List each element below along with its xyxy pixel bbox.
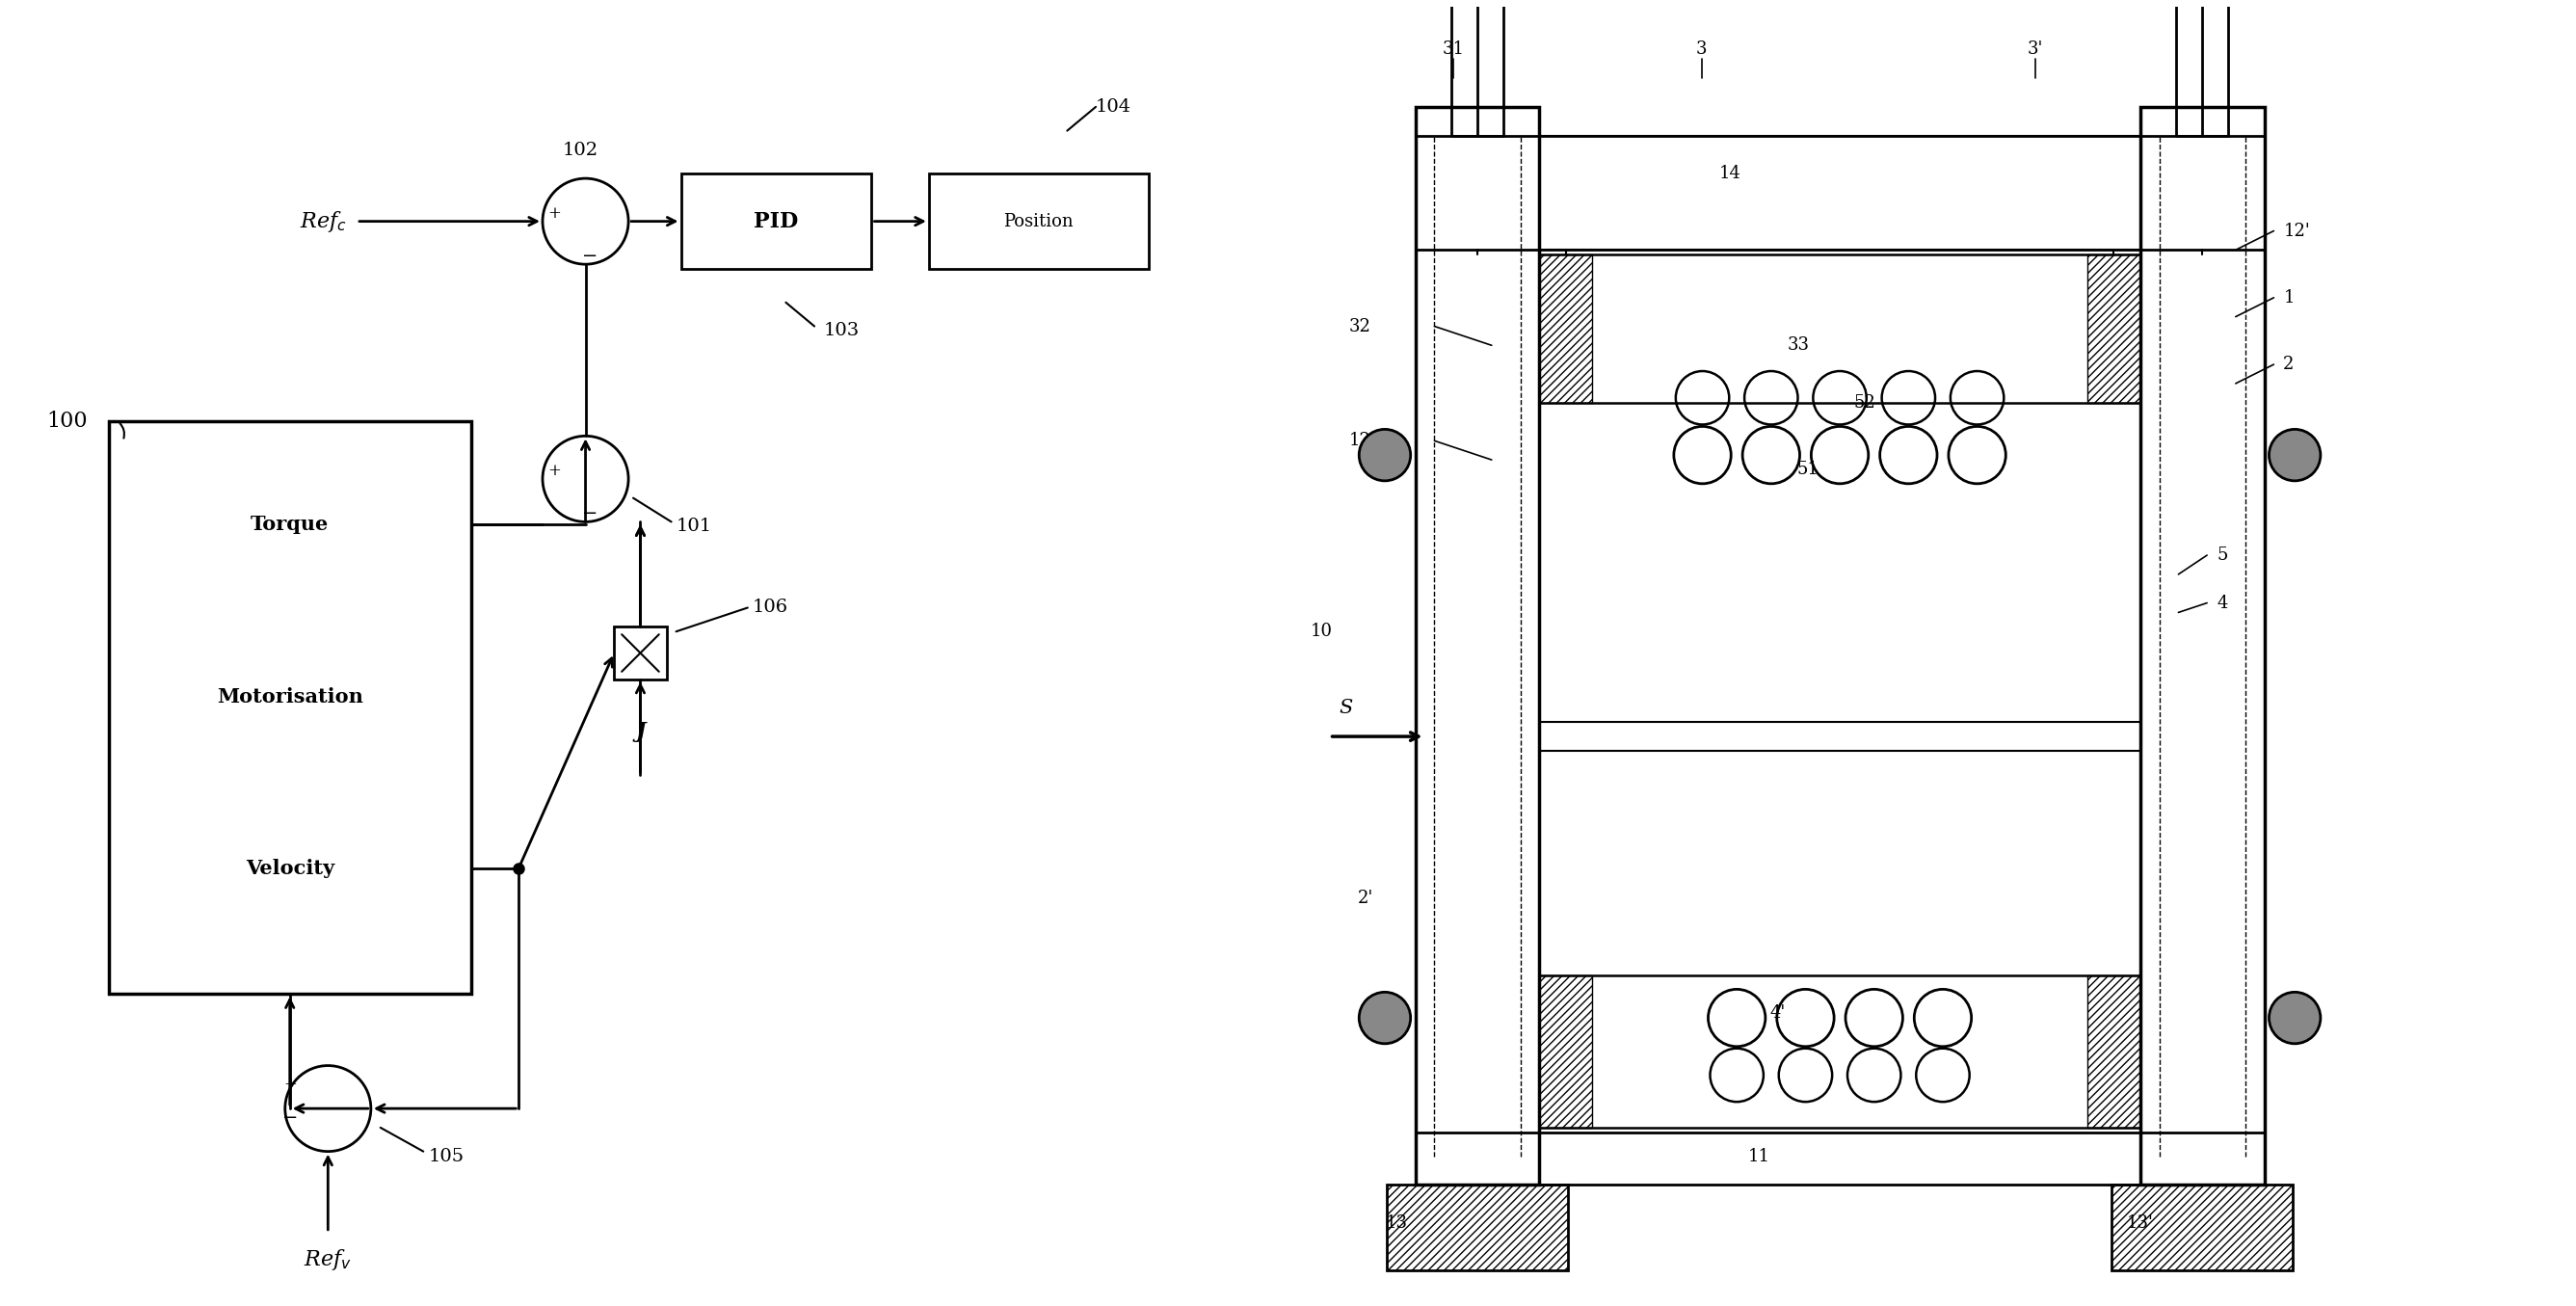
Bar	[2141, 107, 2264, 1185]
Text: 13: 13	[1386, 1215, 1406, 1232]
Bar	[1540, 255, 2141, 402]
Bar	[1414, 136, 2264, 249]
Bar	[2177, 0, 2228, 136]
Text: −: −	[582, 505, 598, 522]
Text: 2: 2	[2282, 355, 2295, 374]
Bar	[2087, 255, 2141, 402]
Bar	[1540, 976, 1592, 1127]
Text: 3: 3	[1695, 40, 1708, 59]
Text: Ref$_v$: Ref$_v$	[304, 1247, 353, 1272]
Text: 12': 12'	[2282, 222, 2311, 239]
Text: 31: 31	[1443, 40, 1466, 59]
Text: +: +	[283, 1076, 296, 1093]
Text: 2': 2'	[1358, 889, 1373, 908]
Text: 1: 1	[2282, 289, 2295, 307]
Text: Ref$_c$: Ref$_c$	[299, 209, 348, 234]
Text: 5: 5	[2215, 546, 2228, 564]
Bar	[108, 422, 471, 994]
Bar	[2087, 976, 2141, 1127]
Circle shape	[2269, 430, 2321, 481]
Text: 100: 100	[46, 411, 88, 432]
Text: 52: 52	[1855, 394, 1875, 411]
Text: 102: 102	[562, 142, 598, 159]
Text: 11: 11	[1747, 1148, 1770, 1165]
Text: S: S	[1340, 699, 1352, 717]
Text: Torque: Torque	[250, 515, 330, 534]
Text: PID: PID	[755, 210, 799, 232]
Text: 4': 4'	[1770, 1004, 1785, 1021]
Circle shape	[1360, 430, 1412, 481]
Text: 104: 104	[1095, 98, 1131, 115]
Text: 101: 101	[675, 518, 711, 535]
Bar	[1386, 1185, 1569, 1271]
Text: 10: 10	[1311, 623, 1332, 640]
Bar	[2112, 1185, 2293, 1271]
Text: −: −	[281, 1109, 299, 1127]
Bar	[1450, 0, 1504, 136]
Text: 33: 33	[1788, 337, 1808, 354]
Text: 13': 13'	[2128, 1215, 2154, 1232]
Text: 103: 103	[824, 323, 860, 340]
Bar	[1414, 107, 1540, 1185]
Text: 4: 4	[2215, 594, 2228, 611]
Text: 14: 14	[1718, 165, 1741, 183]
Text: 12: 12	[1350, 432, 1370, 449]
Text: 32: 32	[1350, 317, 1370, 334]
Circle shape	[1360, 993, 1412, 1043]
Text: 105: 105	[428, 1148, 464, 1165]
Text: J: J	[636, 721, 647, 742]
Text: Velocity: Velocity	[245, 858, 335, 878]
Text: 3': 3'	[2027, 40, 2043, 59]
Text: Position: Position	[1005, 213, 1074, 230]
Circle shape	[2269, 993, 2321, 1043]
Text: Motorisation: Motorisation	[216, 687, 363, 707]
Text: 106: 106	[752, 599, 788, 616]
Bar	[613, 627, 667, 679]
Bar	[680, 174, 871, 269]
Bar	[1414, 1132, 2264, 1185]
Text: +: +	[546, 205, 562, 222]
Bar	[930, 174, 1149, 269]
Bar	[1540, 976, 2141, 1127]
Text: −: −	[582, 248, 598, 265]
Bar	[1540, 255, 1592, 402]
Text: 51: 51	[1798, 461, 1819, 478]
Text: +: +	[546, 464, 562, 479]
